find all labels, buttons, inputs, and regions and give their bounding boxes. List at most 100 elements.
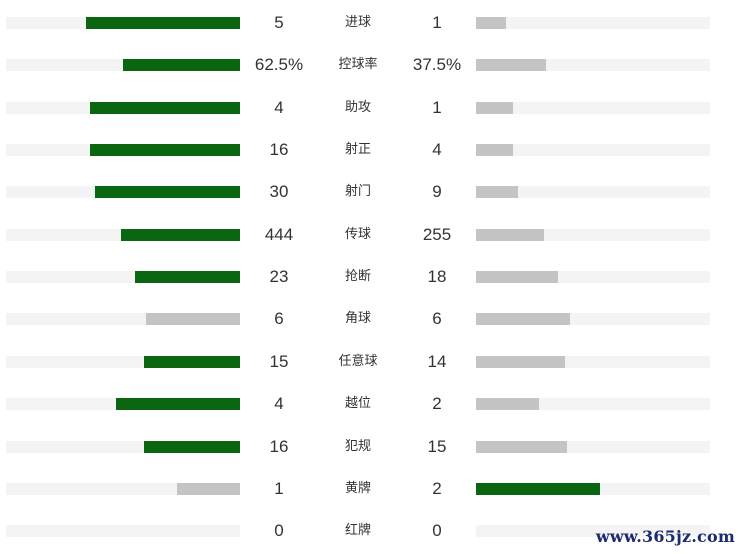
stat-row: 5 进球 1 [0, 8, 743, 38]
stat-row: 16 犯规 15 [0, 432, 743, 462]
home-bar-track [6, 398, 240, 411]
stat-label: 传球 [344, 226, 371, 242]
away-value: 14 [427, 351, 447, 371]
home-value: 444 [264, 224, 294, 244]
away-bar-track [476, 144, 710, 157]
away-value: 2 [432, 478, 442, 498]
home-bar-track [6, 355, 240, 368]
home-bar-fill [177, 482, 240, 495]
away-bar-fill [476, 440, 567, 453]
away-value: 6 [432, 309, 442, 329]
home-bar-track [6, 525, 240, 538]
home-value: 6 [274, 309, 284, 329]
home-bar-track [6, 17, 240, 29]
away-bar-fill [476, 271, 558, 284]
stat-label: 助攻 [344, 99, 371, 115]
away-value: 4 [432, 140, 442, 160]
away-bar-fill [476, 398, 539, 411]
home-value: 4 [274, 394, 284, 414]
home-value: 1 [274, 478, 284, 498]
away-bar-track [476, 440, 710, 453]
home-value: 15 [269, 351, 289, 371]
home-value: 23 [269, 267, 289, 287]
home-bar-fill [121, 228, 240, 241]
home-bar-track [6, 440, 240, 453]
stat-label: 抢断 [344, 269, 371, 285]
site-watermark: www.365jz.com [595, 527, 735, 546]
away-bar-track [476, 355, 710, 368]
away-bar-track [476, 482, 710, 495]
stat-label: 射门 [344, 184, 371, 200]
away-value: 0 [432, 521, 442, 541]
stat-row: 4 越位 2 [0, 389, 743, 419]
stat-label: 任意球 [338, 353, 378, 369]
home-bar-fill [95, 186, 240, 199]
home-value: 0 [274, 521, 284, 541]
away-value: 9 [432, 182, 442, 202]
away-bar-track [476, 101, 710, 114]
home-bar-fill [146, 313, 240, 326]
away-bar-track [476, 59, 710, 72]
home-bar-track [6, 271, 240, 284]
stat-label: 越位 [344, 396, 371, 412]
away-bar-track [476, 398, 710, 411]
stat-row: 30 射门 9 [0, 177, 743, 207]
stat-label: 犯规 [344, 438, 371, 454]
home-value: 4 [274, 97, 284, 117]
away-value: 18 [427, 267, 447, 287]
away-bar-fill [476, 228, 544, 241]
home-value: 5 [274, 13, 284, 32]
away-bar-fill [476, 101, 513, 114]
stat-row: 62.5% 控球率 37.5% [0, 50, 743, 80]
home-value: 16 [269, 140, 289, 160]
stat-label: 控球率 [338, 57, 378, 73]
away-bar-fill [476, 59, 546, 72]
home-bar-track [6, 101, 240, 114]
home-value: 30 [269, 182, 289, 202]
away-bar-track [476, 271, 710, 284]
away-bar-track [476, 313, 710, 326]
away-value: 1 [432, 13, 442, 32]
home-bar-fill [116, 398, 240, 411]
home-bar-track [6, 59, 240, 72]
away-bar-track [476, 186, 710, 199]
stat-row: 16 射正 4 [0, 135, 743, 165]
stat-row: 1 黄牌 2 [0, 474, 743, 504]
away-bar-fill [476, 144, 513, 157]
home-bar-track [6, 186, 240, 199]
home-value: 62.5% [254, 55, 304, 75]
away-bar-fill [476, 186, 518, 199]
away-value: 2 [432, 394, 442, 414]
stat-label: 角球 [344, 311, 371, 327]
stat-row: 0 红牌 0 [0, 516, 743, 546]
home-bar-fill [90, 144, 240, 157]
home-bar-fill [90, 101, 240, 114]
away-bar-fill [476, 355, 565, 368]
home-bar-fill [135, 271, 240, 284]
stat-label: 红牌 [344, 523, 371, 539]
stat-label: 射正 [344, 142, 371, 158]
home-bar-fill [86, 17, 240, 29]
away-value: 255 [422, 224, 452, 244]
away-bar-fill [476, 17, 506, 29]
away-value: 37.5% [412, 55, 462, 75]
away-value: 15 [427, 436, 447, 456]
stat-row: 6 角球 6 [0, 304, 743, 334]
away-bar-fill [476, 313, 570, 326]
home-bar-track [6, 482, 240, 495]
stat-row: 23 抢断 18 [0, 262, 743, 292]
away-bar-track [476, 525, 710, 538]
stat-row: 4 助攻 1 [0, 93, 743, 123]
away-value: 1 [432, 97, 442, 117]
home-bar-fill [123, 59, 240, 72]
away-bar-track [476, 228, 710, 241]
stat-row: 15 任意球 14 [0, 347, 743, 377]
home-bar-fill [144, 440, 240, 453]
away-bar-track [476, 17, 710, 29]
home-bar-track [6, 313, 240, 326]
stat-label: 进球 [344, 15, 371, 30]
home-bar-track [6, 228, 240, 241]
away-bar-fill [476, 482, 600, 495]
stat-row: 444 传球 255 [0, 220, 743, 250]
home-bar-fill [144, 355, 240, 368]
